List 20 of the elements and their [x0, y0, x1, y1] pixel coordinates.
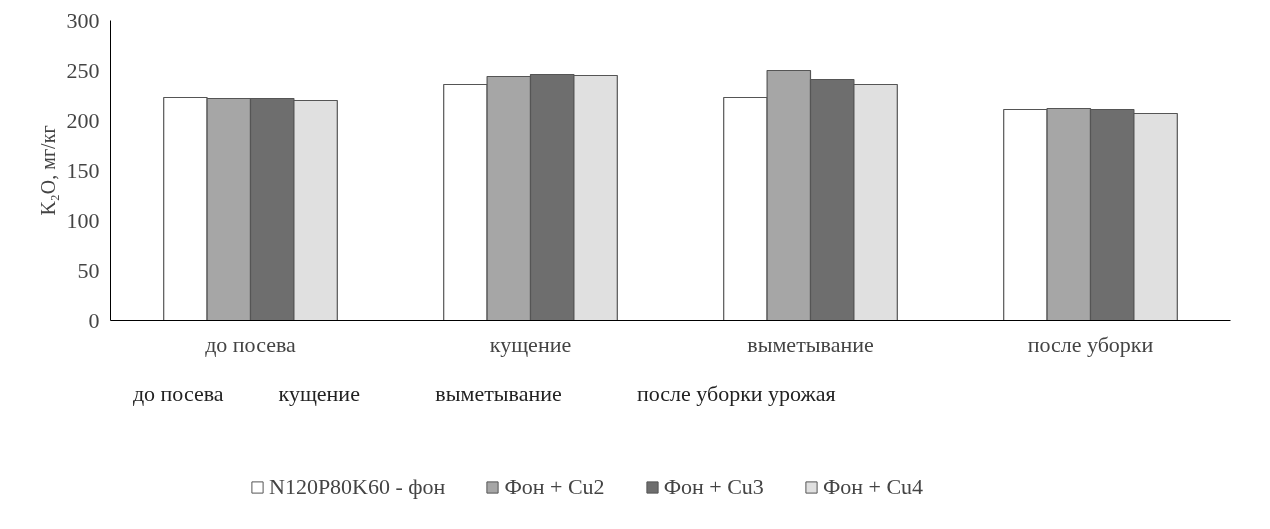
legend-label: N120P80K60 - фон	[269, 474, 446, 500]
text: выметывание	[435, 381, 562, 406]
y-tick-label: 300	[66, 7, 100, 33]
legend-label: Фон + Cu2	[504, 474, 605, 500]
x-tick-label: выметывание	[747, 331, 874, 357]
y-tick-label: 250	[66, 57, 100, 83]
text: кущение	[278, 381, 360, 406]
legend-label: Фон + Cu4	[822, 474, 924, 500]
x-tick-label: после уборки	[1027, 331, 1154, 357]
y-tick-label: 0	[88, 307, 100, 333]
text: до посева	[132, 381, 224, 406]
y-tick-label: 100	[66, 207, 100, 233]
x-tick-label: кущение	[489, 331, 572, 357]
legend-label: Фон + Cu3	[663, 474, 764, 500]
y-axis-title: K₂O, мг/кг	[36, 125, 59, 216]
y-tick-label: 50	[77, 257, 100, 283]
x-tick-label: до посева	[205, 331, 297, 357]
text: после уборки урожая	[636, 381, 836, 406]
y-tick-label: 200	[66, 107, 100, 133]
y-tick-label: 150	[66, 157, 100, 183]
